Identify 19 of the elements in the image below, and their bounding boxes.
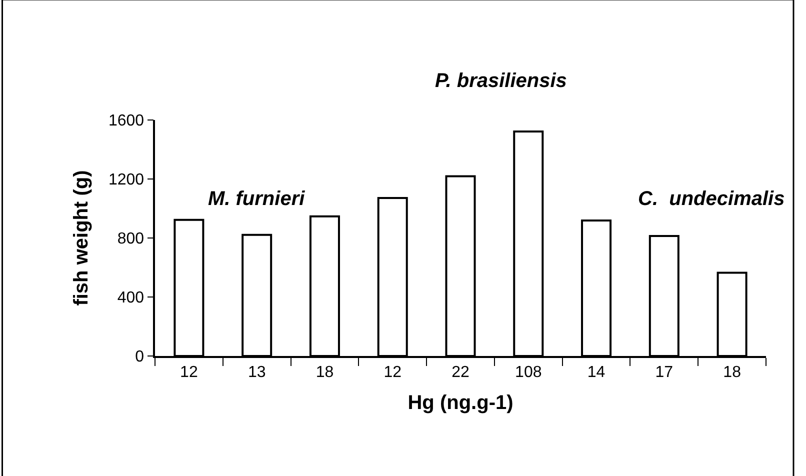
x-tick-label: 18 (316, 364, 334, 381)
y-tick-label: 400 (117, 290, 144, 307)
x-tick-label: 18 (723, 364, 742, 381)
x-tick-label: 17 (655, 364, 674, 381)
y-tick-label: 1200 (108, 172, 144, 189)
x-axis-title: Hg (ng.g-1) (408, 392, 514, 414)
text: P. brasiliensis (435, 70, 567, 92)
x-tick-label: 14 (587, 364, 606, 381)
annotation: C. undecimalis (638, 188, 785, 210)
x-tick-label: 12 (384, 364, 402, 381)
x-tick-label: 108 (515, 364, 542, 381)
x-tick-label: 12 (180, 364, 198, 381)
x-tick-label: 22 (452, 364, 470, 381)
y-tick-label: 800 (117, 230, 144, 248)
x-tick-label: 13 (248, 364, 266, 381)
annotation: M. furnieri (208, 188, 306, 210)
y-axis-title: fish weight (g) (70, 170, 92, 306)
y-tick-label: 1600 (108, 112, 144, 130)
y-tick-label: 0 (135, 348, 144, 366)
